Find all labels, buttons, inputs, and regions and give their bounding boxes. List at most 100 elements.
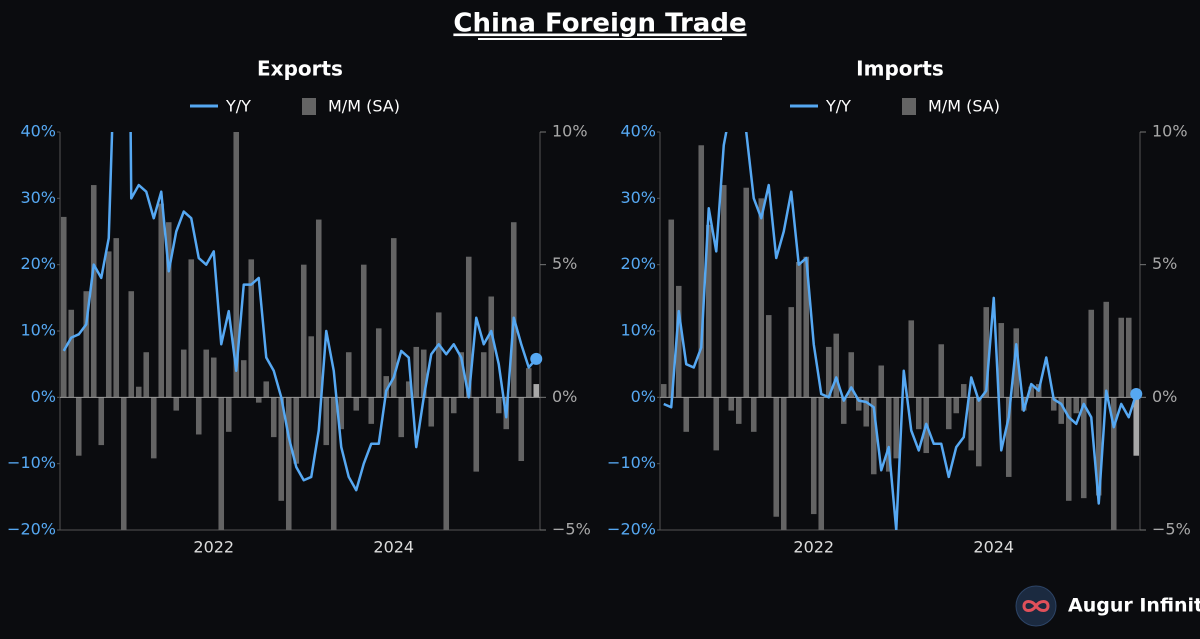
- bar: [203, 349, 210, 398]
- bar: [1065, 397, 1072, 501]
- y2-tick-label: 10%: [1152, 122, 1188, 141]
- bar: [855, 397, 862, 411]
- bar: [743, 187, 750, 398]
- bar: [383, 376, 390, 398]
- end-point: [1130, 388, 1143, 401]
- bar: [833, 333, 840, 398]
- bar: [518, 397, 525, 462]
- y2-tick-label: 10%: [552, 122, 588, 141]
- bar: [1133, 397, 1140, 456]
- bar: [810, 397, 817, 515]
- bar: [173, 397, 180, 411]
- bar: [780, 397, 787, 530]
- bar: [705, 224, 712, 398]
- bar: [495, 397, 502, 414]
- bar: [960, 384, 967, 398]
- bar: [1103, 301, 1110, 398]
- legend-bar-swatch: [902, 98, 916, 115]
- y-tick-label: 20%: [20, 254, 56, 273]
- bar: [90, 185, 97, 398]
- bar: [750, 397, 757, 432]
- legend-label: M/M (SA): [928, 97, 1000, 116]
- chart-panel: Exports Y/Y M/M (SA) −20% −10% 0% 10% 20% 30% 40%…: [7, 57, 591, 557]
- bar: [773, 397, 780, 517]
- bar: [263, 381, 270, 398]
- plot-area: [60, 132, 540, 530]
- x-tick-label: 2022: [793, 538, 834, 557]
- legend-label: M/M (SA): [328, 97, 400, 116]
- bar: [473, 397, 480, 472]
- bar: [330, 397, 337, 530]
- bar: [1058, 397, 1065, 424]
- bar: [908, 320, 915, 398]
- bar: [1028, 386, 1035, 398]
- bar: [683, 397, 690, 432]
- bar: [465, 256, 472, 398]
- y-tick-label: 30%: [620, 188, 656, 207]
- bar: [135, 386, 142, 398]
- bar: [210, 357, 217, 398]
- bar: [323, 397, 330, 446]
- bar: [915, 397, 922, 430]
- bar: [458, 352, 465, 398]
- legend-label: Y/Y: [225, 97, 251, 116]
- y-tick-label: −20%: [7, 520, 56, 539]
- bar: [510, 222, 517, 398]
- bar: [248, 259, 255, 398]
- y-tick-label: 10%: [20, 321, 56, 340]
- bar: [188, 259, 195, 398]
- bar: [225, 397, 232, 432]
- bar: [713, 397, 720, 451]
- bar: [300, 264, 307, 398]
- bar: [158, 203, 165, 398]
- bar: [120, 397, 127, 530]
- bar: [150, 397, 157, 459]
- bar: [128, 291, 135, 398]
- bar: [885, 397, 892, 472]
- x-tick-label: 2024: [373, 538, 414, 557]
- bar: [735, 397, 742, 424]
- bar: [143, 352, 150, 398]
- bar: [450, 397, 457, 414]
- y-tick-label: 40%: [620, 122, 656, 141]
- bar: [1095, 397, 1102, 496]
- bar: [308, 336, 315, 398]
- bar: [488, 296, 495, 398]
- y2-tick-label: 5%: [552, 254, 577, 273]
- bar: [435, 312, 442, 398]
- bar: [698, 145, 705, 398]
- bar: [668, 219, 675, 398]
- bar: [765, 315, 772, 398]
- bar: [255, 397, 262, 403]
- bar: [293, 397, 300, 464]
- bar: [975, 397, 982, 467]
- bar: [533, 384, 540, 398]
- bar: [848, 352, 855, 398]
- legend-bar-swatch: [302, 98, 316, 115]
- bar: [945, 397, 952, 430]
- bar: [525, 368, 532, 398]
- bar: [353, 397, 360, 411]
- y-tick-label: 10%: [620, 321, 656, 340]
- x-tick-label: 2024: [973, 538, 1014, 557]
- y-tick-label: −10%: [607, 453, 656, 472]
- y2-tick-label: 5%: [1152, 254, 1177, 273]
- bar: [240, 360, 247, 398]
- legend-label: Y/Y: [825, 97, 851, 116]
- y2-tick-label: −5%: [1152, 520, 1191, 539]
- bar: [893, 397, 900, 459]
- bar: [315, 219, 322, 398]
- bar: [113, 238, 120, 398]
- bar: [270, 397, 277, 438]
- bar: [405, 381, 412, 398]
- y-tick-label: 30%: [20, 188, 56, 207]
- bar: [1013, 328, 1020, 398]
- bar: [1118, 317, 1125, 398]
- y-tick-label: −20%: [607, 520, 656, 539]
- line-series: [663, 132, 1138, 530]
- y2-tick-label: −5%: [552, 520, 591, 539]
- chart-panel: Imports Y/Y M/M (SA) −20% −10% 0% 10% 20% 30% 40%…: [607, 57, 1191, 557]
- y-tick-label: −10%: [7, 453, 56, 472]
